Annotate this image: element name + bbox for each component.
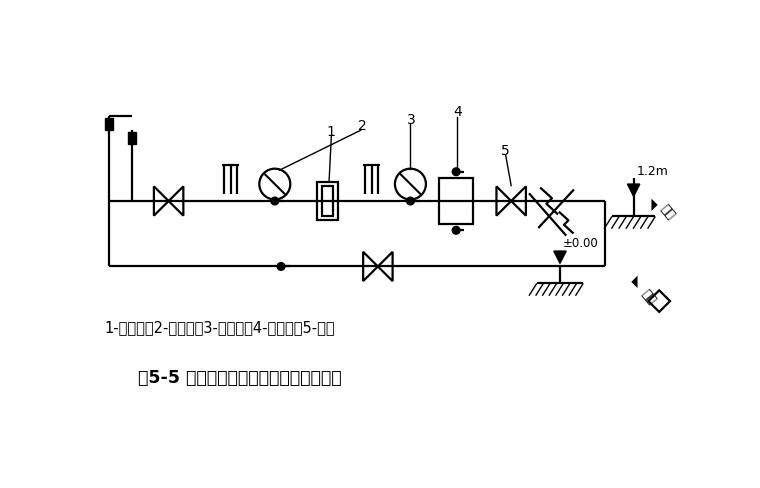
Text: 回水: 回水 [638,287,658,307]
Text: 1.2m: 1.2m [637,165,669,178]
Text: 5: 5 [502,144,510,158]
Bar [128,132,136,144]
Circle shape [452,168,460,176]
Polygon shape [651,199,657,211]
Text: ±0.00: ±0.00 [562,237,598,249]
Text: 4: 4 [453,105,462,120]
Text: 图5-5 热力采暖系统设调压板的入口装置: 图5-5 热力采暖系统设调压板的入口装置 [138,369,341,387]
Circle shape [452,226,460,234]
Bar [318,182,337,220]
Text: 3: 3 [407,113,416,127]
Text: 1-调压板；2-温度计；3-压力表；4-除污器；5-阀门: 1-调压板；2-温度计；3-压力表；4-除污器；5-阀门 [104,321,335,336]
Polygon shape [554,251,566,264]
Bar [105,118,112,130]
Text: 供水: 供水 [657,203,676,223]
Circle shape [407,197,414,205]
Polygon shape [628,184,640,196]
Text: 2: 2 [358,120,367,133]
Circle shape [277,263,285,270]
Text: 1: 1 [327,125,336,139]
Bar [322,186,333,216]
Circle shape [271,197,279,205]
Polygon shape [632,276,638,288]
Bar [439,178,473,224]
